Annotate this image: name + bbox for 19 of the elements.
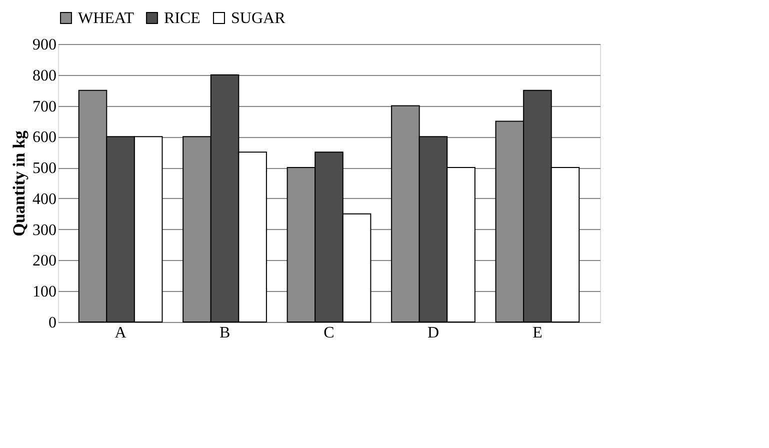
y-tick-label: 800 [32,67,56,84]
legend-label: WHEAT [78,10,134,27]
y-tick-label: 200 [32,252,56,270]
y-tick-label: 0 [48,314,56,332]
x-tick-label: D [427,324,440,342]
legend-label: SUGAR [231,10,286,27]
x-tick-label: A [114,324,127,342]
y-tick-label: 300 [32,222,56,239]
y-tick-label: 500 [32,160,56,178]
y-tick-label: 700 [32,98,56,116]
x-tick-label: E [532,324,542,342]
y-tick-label: 400 [32,190,56,208]
y-tick-label: 100 [32,284,56,301]
y-tick-label: 900 [32,36,56,54]
legend-label: RICE [164,10,200,27]
x-tick-label: C [324,324,334,342]
y-tick-label: 600 [32,129,56,146]
y-axis-title: Quantity in kg [10,130,28,236]
x-tick-label: B [219,324,230,342]
